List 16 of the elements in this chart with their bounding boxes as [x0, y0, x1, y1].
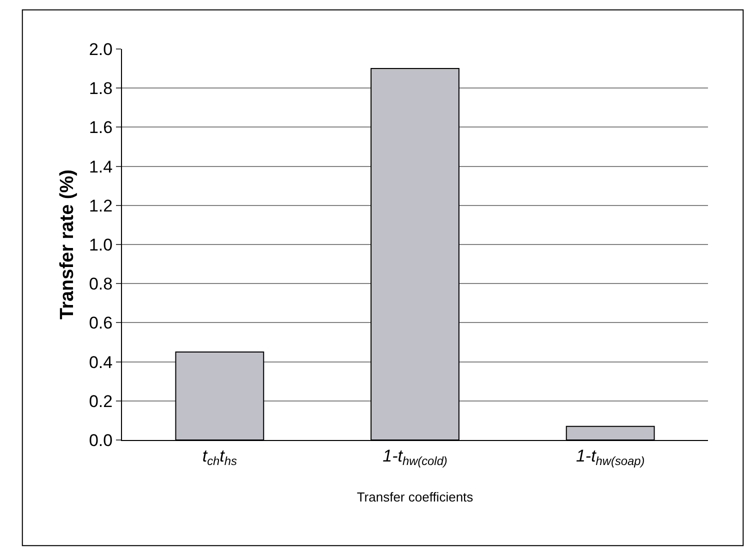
y-tick-label: 0.4	[88, 352, 113, 372]
y-tick-label: 0.0	[88, 430, 113, 450]
x-axis-title: Transfer coefficients	[356, 490, 474, 505]
y-tick-label: 1.8	[88, 79, 113, 98]
y-tick-label: 2.0	[88, 40, 113, 59]
x-tick-label: 1-t$_{hw(soap)}$	[576, 446, 645, 468]
y-axis-title: Transfer rate (%)	[56, 170, 78, 320]
y-tick-label: 1.0	[88, 235, 113, 254]
x-tick-label: 1-t$_{hw(cold)}$	[382, 446, 448, 468]
y-tick-label: 0.8	[88, 274, 113, 294]
x-tick-label: t$_{ch}$t$_{hs}$	[202, 446, 238, 468]
y-tick-label: 1.6	[88, 118, 113, 138]
y-tick-label: 1.4	[88, 157, 113, 176]
y-tick-label: 1.2	[88, 196, 113, 216]
y-tick-label: 0.6	[88, 314, 113, 333]
y-tick-label: 0.2	[88, 392, 113, 411]
